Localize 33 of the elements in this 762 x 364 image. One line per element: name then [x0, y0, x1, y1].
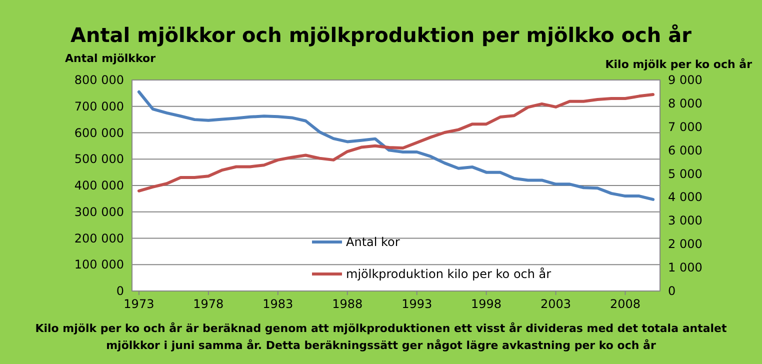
x-tick-label: 1988: [332, 297, 363, 311]
y-tick-label: 700 000: [74, 99, 124, 114]
y-tick-label: 600 000: [74, 126, 124, 140]
y2-tick-label: 7 000: [668, 120, 702, 134]
x-tick-label: 1983: [262, 297, 294, 311]
x-tick-label: 2008: [610, 297, 641, 311]
y2-tick-label: 4 000: [668, 190, 702, 204]
y2-tick-label: 2 000: [668, 237, 702, 252]
y2-axis-title: Kilo mjölk per ko och år: [605, 58, 753, 71]
x-tick-label: 1998: [471, 297, 502, 311]
x-tick-label: 1978: [193, 297, 224, 311]
y2-tick-label: 6 000: [668, 143, 702, 158]
y-tick-label: 800 000: [74, 73, 124, 87]
y-tick-label: 300 000: [74, 204, 124, 219]
y-tick-label: 100 000: [74, 258, 124, 272]
x-tick-label: 1993: [402, 297, 432, 311]
chart-title: Antal mjölkkor och mjölkproduktion per mjölkko och år: [70, 23, 692, 47]
legend-label: mjölkproduktion kilo per ko och år: [346, 267, 552, 281]
legend-label: Antal kor: [346, 235, 400, 249]
x-tick-label: 1973: [124, 297, 154, 311]
y2-tick-label: 9 000: [668, 73, 702, 87]
y-tick-label: 500 000: [74, 152, 124, 166]
y-tick-label: 400 000: [74, 178, 124, 192]
text: Kilo mjölk per ko och år är beräknad genom att mjölkproduktionen ett visst år divideras med det totala antalet mjölkkor i juni samma år. Detta beräkningssätt ger något lägre avkastning per ko och år: [35, 322, 727, 352]
y-tick-label: 200 000: [74, 231, 124, 246]
y2-tick-label: 3 000: [668, 214, 702, 228]
y-axis-title: Antal mjölkkor: [65, 52, 156, 65]
y2-tick-label: 1 000: [668, 260, 702, 275]
y2-tick-label: 5 000: [668, 166, 702, 181]
x-tick-label: 2003: [540, 297, 572, 311]
y2-tick-label: 8 000: [668, 96, 702, 110]
y-tick-label: 0: [116, 284, 124, 298]
y2-tick-label: 0: [668, 284, 676, 298]
